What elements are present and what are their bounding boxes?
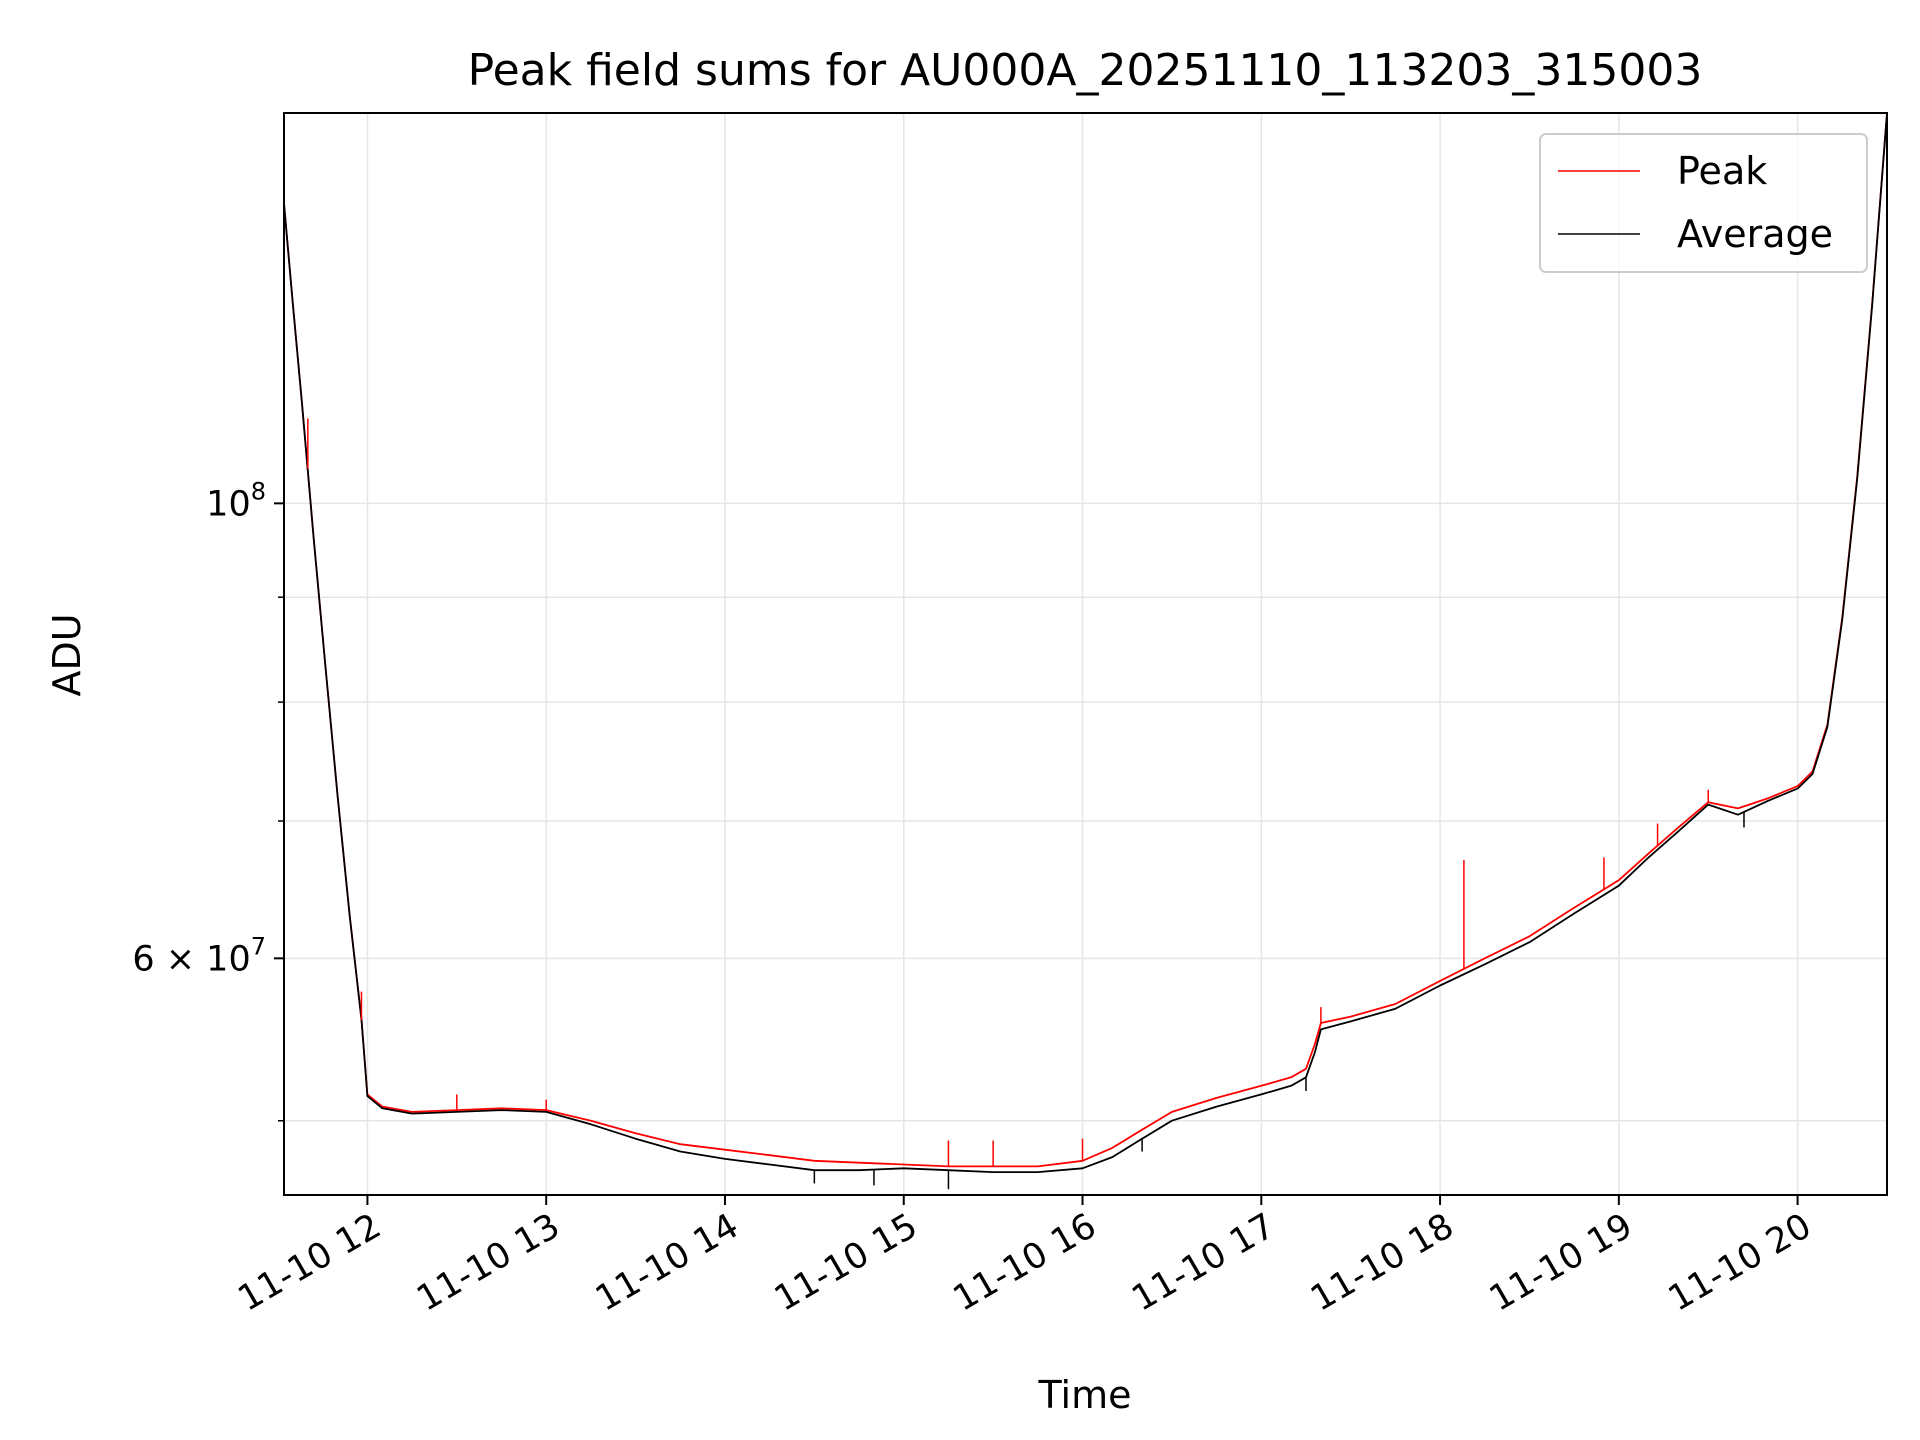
plot-series	[284, 113, 1887, 1190]
series-line-average	[284, 113, 1887, 1173]
grid	[284, 113, 1887, 1195]
y-axis-label: ADU	[45, 613, 89, 696]
series-group	[284, 113, 1887, 1190]
plot-frame	[283, 112, 1888, 1196]
chart-title: Peak field sums for AU000A_20251110_1132…	[468, 45, 1703, 96]
legend-label-peak: Peak	[1677, 149, 1767, 193]
legend: Peak Average	[1539, 133, 1868, 273]
legend-label-average: Average	[1677, 212, 1833, 256]
y-tick-label: 6 × 107	[132, 932, 266, 979]
x-axis-label: Time	[1038, 1373, 1132, 1417]
legend-box	[1539, 133, 1868, 273]
series-line-peak	[284, 113, 1887, 1168]
